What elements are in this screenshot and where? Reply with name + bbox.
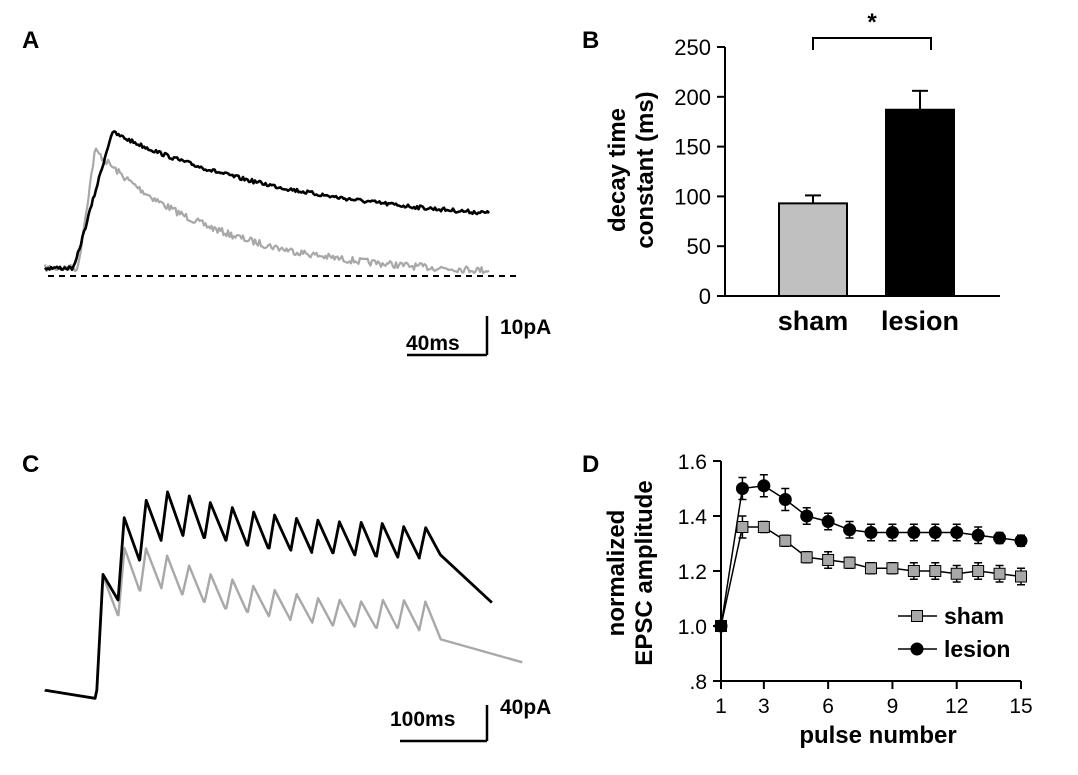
trace-a-lesion xyxy=(44,130,491,271)
b-bar-lesion xyxy=(885,108,955,297)
d-point-lesion xyxy=(993,531,1007,545)
d-point-sham xyxy=(1015,570,1027,583)
d-point-lesion xyxy=(800,509,814,523)
d-point-lesion xyxy=(778,493,792,506)
b-significance-star: * xyxy=(867,9,877,36)
b-ytick-label: 50 xyxy=(687,234,711,259)
d-xlabel: pulse number xyxy=(799,722,956,749)
panel-d-ylabel-line2: EPSC amplitude xyxy=(631,480,658,665)
panel-b-ylabel-line1: decay time xyxy=(604,108,631,232)
d-legend-label-lesion: lesion xyxy=(944,636,1010,662)
d-point-sham xyxy=(822,554,835,566)
panel-c: C 100ms 40pA xyxy=(22,451,551,743)
scalebar-c-current-label: 40pA xyxy=(500,696,551,719)
panel-b-ylabel: decay time constant (ms) xyxy=(604,91,659,248)
d-point-sham xyxy=(800,551,813,564)
b-ytick-label: 100 xyxy=(674,184,711,209)
d-point-sham xyxy=(907,565,920,577)
d-ytick-label: 1.4 xyxy=(678,506,708,529)
d-point-sham xyxy=(929,565,942,577)
b-ytick-label: 200 xyxy=(674,85,711,110)
d-xtick-label: 15 xyxy=(1009,695,1032,718)
d-point-lesion xyxy=(971,528,985,542)
d-point-sham xyxy=(843,556,856,569)
panel-d-ylabel: normalized EPSC amplitude xyxy=(603,480,658,665)
b-ytick-label: 250 xyxy=(674,35,711,60)
panel-d: D normalized EPSC amplitude .8 1.0 1.2 1.4 1… xyxy=(582,451,1033,749)
d-xtick-label: 9 xyxy=(887,695,899,718)
d-point-lesion xyxy=(757,479,771,493)
d-point-sham xyxy=(972,565,985,577)
panel-c-label: C xyxy=(22,451,39,478)
d-ytick-label: 1.2 xyxy=(678,561,707,584)
d-legend-label-sham: sham xyxy=(944,603,1004,629)
d-point-lesion xyxy=(950,526,964,539)
d-point-sham xyxy=(950,567,963,580)
d-ytick-label: .8 xyxy=(689,671,707,694)
d-point-lesion xyxy=(1014,534,1028,548)
d-point-lesion xyxy=(821,515,835,528)
d-point-lesion xyxy=(735,482,749,495)
d-xtick-label: 6 xyxy=(822,695,834,718)
d-point-sham xyxy=(757,521,770,533)
b-bar-sham xyxy=(778,202,848,297)
d-point-lesion xyxy=(928,526,942,539)
d-point-lesion xyxy=(885,526,899,539)
d-legend-marker-sham xyxy=(911,610,923,622)
scalebar-a: 40ms 10pA xyxy=(406,316,551,357)
trace-c-sham xyxy=(43,546,523,699)
b-significance-bracket xyxy=(812,37,932,50)
d-point-sham xyxy=(993,567,1006,580)
panel-d-label: D xyxy=(582,451,599,478)
d-point-sham xyxy=(736,521,749,533)
trace-c-lesion xyxy=(43,490,493,700)
b-xtick-label-sham: sham xyxy=(778,306,849,336)
panel-b-label: B xyxy=(582,27,599,54)
panel-d-ylabel-line1: normalized xyxy=(603,510,630,637)
b-ytick-label: 150 xyxy=(674,135,711,160)
b-xtick-label-lesion: lesion xyxy=(881,306,959,336)
d-point-lesion xyxy=(864,526,878,539)
d-point-origin xyxy=(715,620,727,632)
d-legend-marker-lesion xyxy=(910,642,924,656)
scalebar-c: 100ms 40pA xyxy=(390,696,551,743)
trace-a-sham xyxy=(43,147,490,275)
bar-chart-b: 0 50 100 150 200 250 sham lesion * xyxy=(674,9,1000,336)
d-point-sham xyxy=(865,562,877,575)
panel-a-label: A xyxy=(22,27,39,54)
d-xtick-label: 1 xyxy=(715,695,727,718)
scalebar-a-current-label: 10pA xyxy=(500,316,551,339)
scalebar-a-time-label: 40ms xyxy=(406,332,460,355)
panel-a: A 40ms 10pA xyxy=(22,27,551,357)
d-ytick-label: 1.6 xyxy=(678,451,707,474)
d-xtick-label: 3 xyxy=(758,695,770,718)
d-point-lesion xyxy=(843,523,857,537)
line-chart-d: .8 1.0 1.2 1.4 1.6 1 3 6 9 12 15 pulse number sham le… xyxy=(678,451,1033,749)
d-point-sham xyxy=(886,562,899,575)
d-point-sham xyxy=(779,534,792,547)
b-ytick-label: 0 xyxy=(699,284,711,309)
d-ytick-label: 1.0 xyxy=(678,616,707,639)
scalebar-c-time-label: 100ms xyxy=(390,708,455,731)
panel-b: B decay time constant (ms) 0 50 100 150 200 2… xyxy=(582,9,1000,336)
panel-b-ylabel-line2: constant (ms) xyxy=(632,91,659,248)
d-xtick-label: 12 xyxy=(945,695,968,718)
d-point-lesion xyxy=(907,526,921,539)
